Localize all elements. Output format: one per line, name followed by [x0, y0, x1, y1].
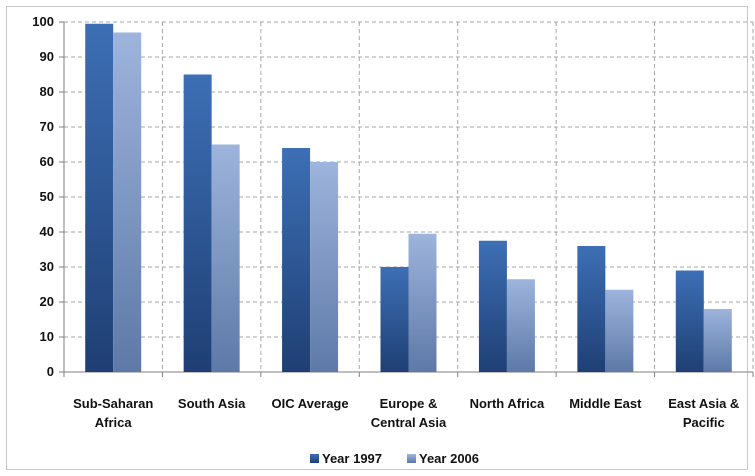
bar-series-2	[703, 309, 732, 372]
y-tick-label: 50	[40, 189, 54, 204]
y-tick-label: 40	[40, 224, 54, 239]
bar-series-1	[282, 148, 311, 372]
bar-series-2	[310, 162, 339, 372]
bar-series-1	[183, 74, 212, 372]
x-category-label: OIC Average	[272, 396, 349, 411]
bars	[85, 23, 732, 372]
legend-swatch	[407, 454, 416, 463]
bar-series-1	[85, 23, 114, 372]
bar-series-1	[675, 270, 704, 372]
x-category-labels: Sub-Saharan Africa South Asia OIC Average Eu…	[73, 396, 739, 430]
bar-series-1	[478, 240, 507, 372]
bar-series-2	[605, 289, 634, 372]
y-tick-label: 30	[40, 259, 54, 274]
bar-series-2	[506, 279, 535, 372]
bar-series-1	[380, 267, 409, 372]
y-tick-label: 70	[40, 119, 54, 134]
legend: Year 1997 Year 2006	[310, 451, 479, 466]
x-category-label: Middle East	[569, 396, 642, 411]
bar-series-2	[113, 32, 142, 372]
y-tick-label: 100	[32, 14, 54, 29]
y-tick-label: 60	[40, 154, 54, 169]
bar-series-2	[408, 233, 437, 372]
x-category-label: North Africa	[470, 396, 545, 411]
x-category-label: East Asia & Pacific	[668, 396, 739, 430]
y-tick-label: 20	[40, 294, 54, 309]
legend-swatch	[310, 454, 319, 463]
y-tick-label: 10	[40, 329, 54, 344]
bar-series-2	[211, 144, 240, 372]
gridlines	[64, 21, 754, 372]
legend-label: Year 1997	[322, 451, 382, 466]
y-tick-labels: 0 10 20 30 40 50 60 70 80 90 100	[32, 14, 54, 379]
bar-series-1	[577, 246, 606, 372]
x-category-label: South Asia	[178, 396, 246, 411]
x-category-label: Sub-Saharan Africa	[73, 396, 153, 430]
y-tick-label: 90	[40, 49, 54, 64]
legend-label: Year 2006	[419, 451, 479, 466]
x-category-label: Europe & Central Asia	[371, 396, 447, 430]
y-tick-label: 80	[40, 84, 54, 99]
y-tick-label: 0	[47, 364, 54, 379]
